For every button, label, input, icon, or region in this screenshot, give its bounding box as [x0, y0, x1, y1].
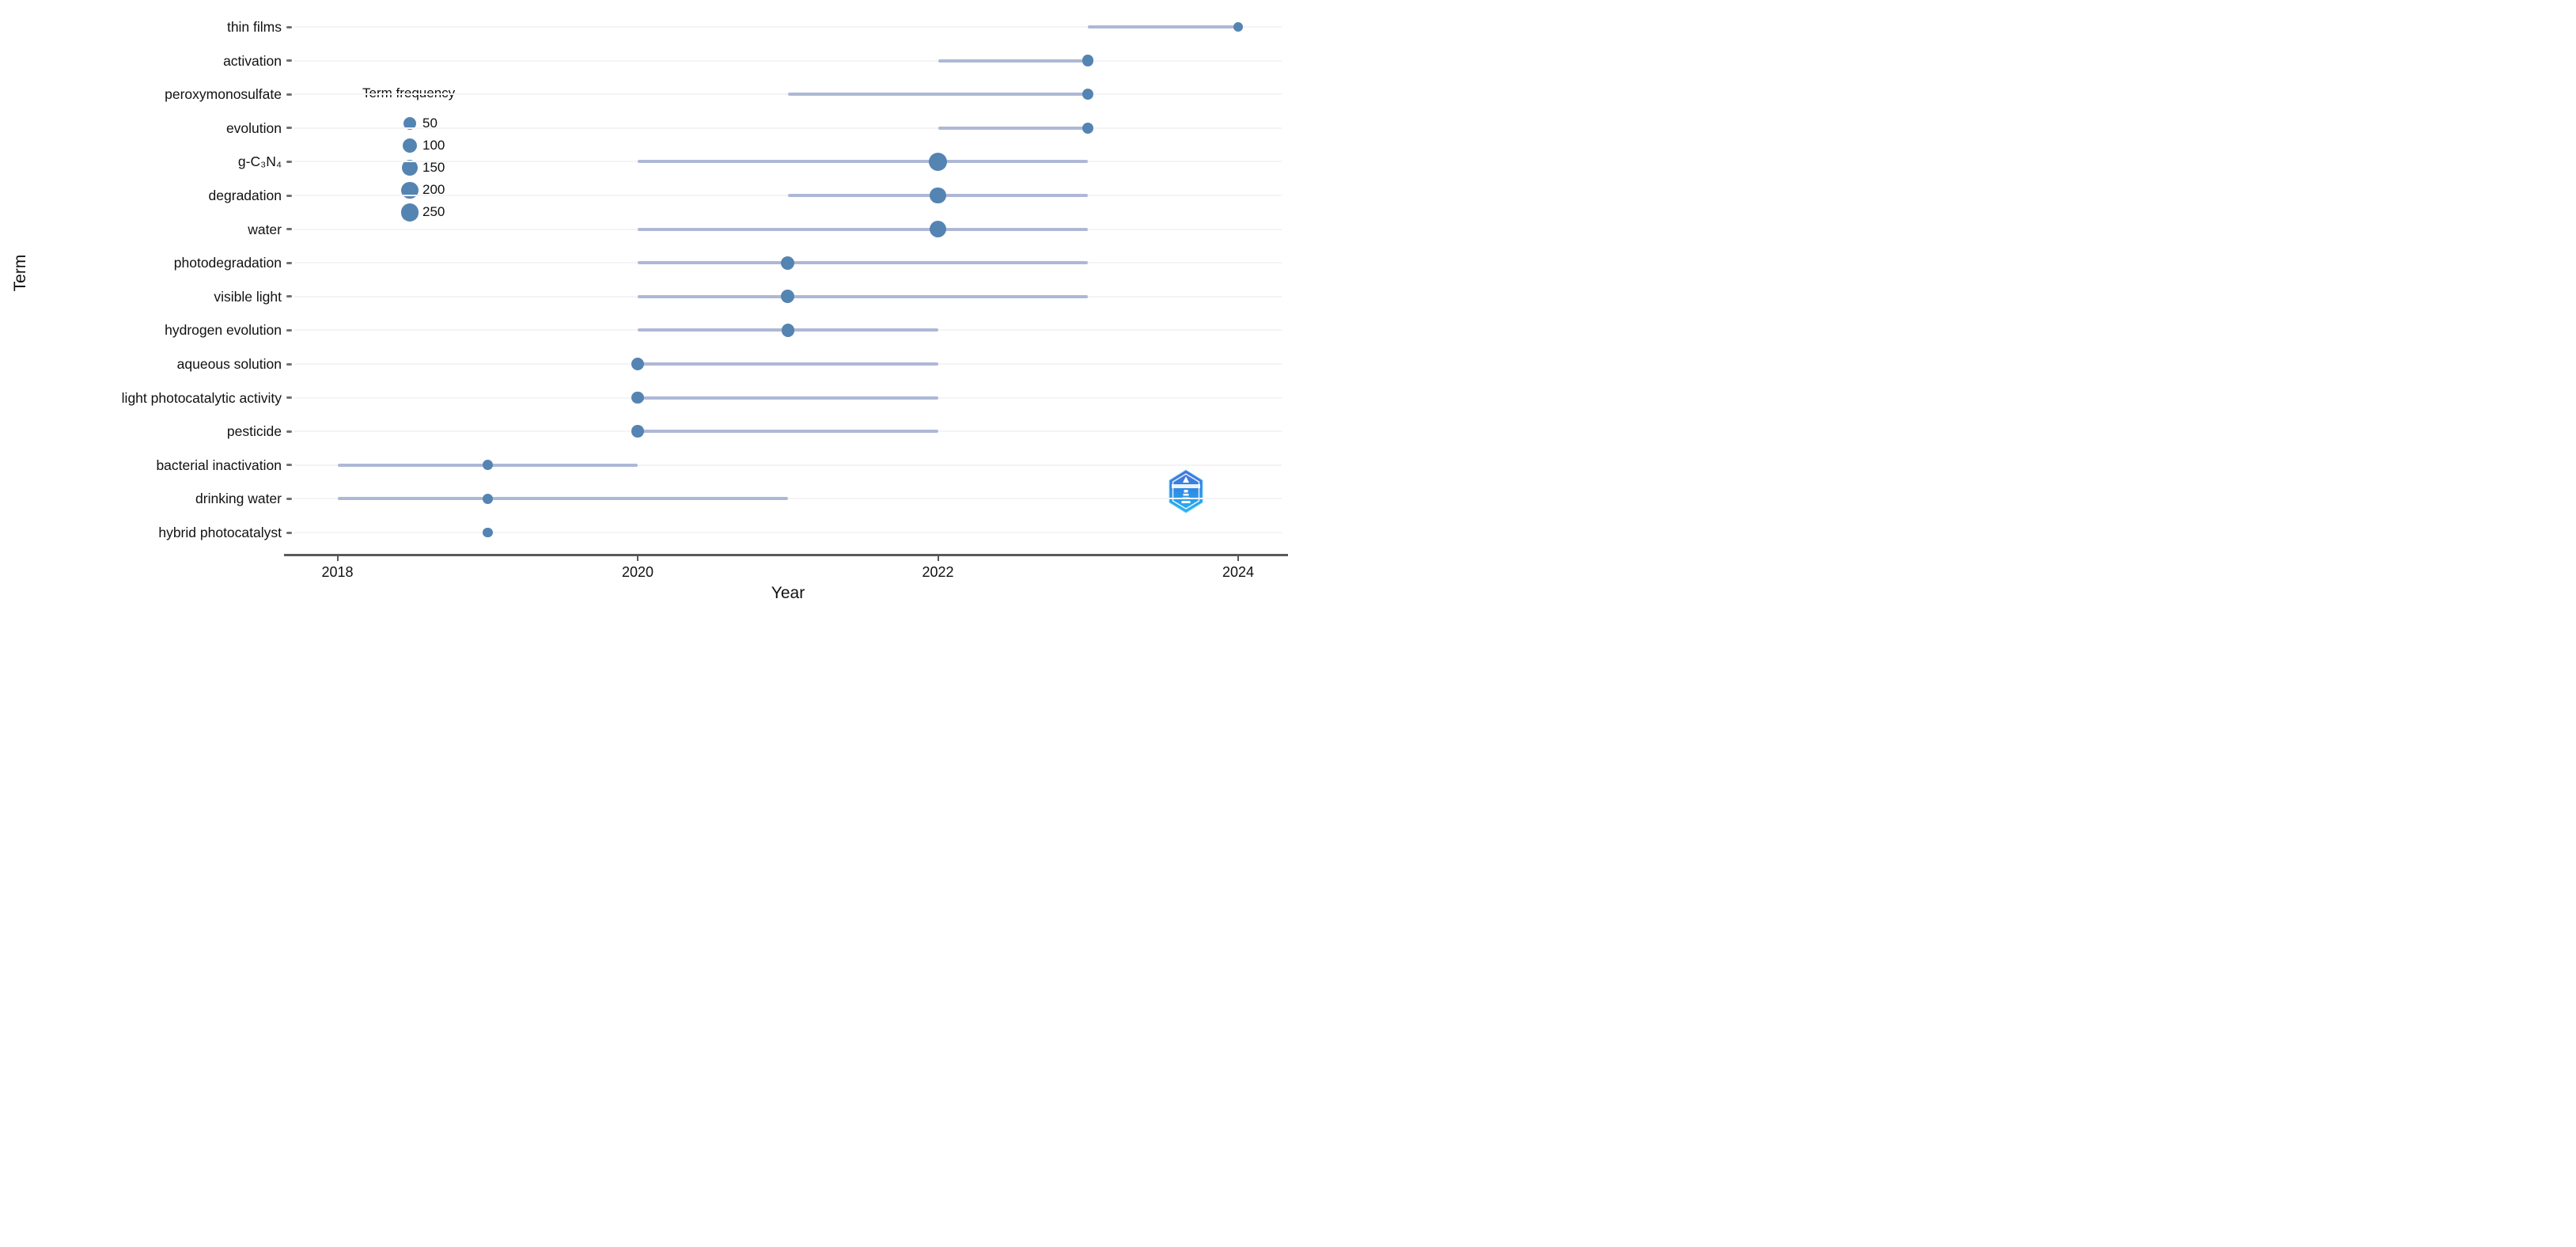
frequency-dot [781, 324, 794, 337]
term-label: water [248, 221, 282, 237]
frequency-dot [1082, 122, 1094, 135]
x-axis-tick [1237, 556, 1239, 561]
frequency-dot [1082, 88, 1094, 100]
y-axis-tick [286, 497, 292, 500]
legend-value-label: 50 [422, 116, 438, 131]
term-label: hybrid photocatalyst [158, 525, 282, 540]
y-axis-tick [286, 430, 292, 433]
term-label: aqueous solution [176, 356, 282, 372]
term-period-line [787, 93, 1089, 97]
legend-value-label: 100 [422, 138, 445, 154]
frequency-dot [930, 187, 946, 204]
term-label: evolution [225, 119, 282, 136]
term-label: bacterial inactivation [156, 457, 282, 473]
x-axis-tick-label: 2020 [621, 564, 654, 580]
lighthouse-badge-logo [1169, 469, 1203, 514]
term-period-line [638, 430, 938, 434]
term-period-line [638, 227, 1089, 231]
y-axis-tick [286, 160, 292, 163]
legend-value-label: 200 [422, 182, 445, 198]
y-axis-tick [286, 295, 292, 298]
term-period-line [638, 294, 1089, 298]
x-axis-tick [637, 556, 638, 561]
trend-topics-chart: Term Year Term frequency 50100150200250 … [0, 0, 1288, 624]
y-axis-tick [286, 261, 292, 264]
legend-bubble [402, 160, 418, 176]
x-axis-tick [937, 556, 939, 561]
term-label: peroxymonosulfate [165, 86, 282, 103]
y-axis-tick [286, 531, 292, 534]
legend: Term frequency 50 100 150 200 250 [348, 79, 522, 237]
term-label: drinking water [195, 491, 282, 507]
legend-bubble [401, 181, 419, 199]
x-axis-tick-label: 2022 [922, 564, 954, 580]
term-label: hydrogen evolution [165, 322, 282, 339]
legend-bubble [400, 203, 419, 222]
x-axis-title: Year [771, 584, 805, 602]
y-axis-tick [286, 362, 292, 366]
y-axis-tick [286, 228, 292, 231]
term-label: photodegradation [173, 255, 282, 271]
y-axis-tick [286, 93, 292, 96]
term-period-line [638, 261, 1089, 265]
x-axis-line [284, 554, 1288, 556]
term-label: activation [223, 52, 282, 69]
term-period-line [938, 59, 1089, 63]
row-gridline [294, 26, 1282, 28]
y-axis-tick [286, 25, 292, 28]
term-label: light photocatalytic activity [121, 389, 282, 406]
frequency-dot [928, 152, 948, 171]
x-axis-tick-label: 2018 [321, 564, 354, 580]
term-label: degradation [208, 188, 282, 203]
frequency-dot [631, 425, 644, 438]
row-gridline [294, 59, 1282, 62]
y-axis-tick [286, 127, 292, 130]
row-gridline [294, 498, 1282, 500]
frequency-dot [781, 256, 795, 270]
y-axis-tick [286, 396, 292, 400]
legend-items: 50 100 150 200 250 [348, 79, 522, 237]
frequency-dot [631, 391, 644, 404]
term-period-line [1088, 25, 1238, 28]
frequency-dot [930, 221, 946, 238]
frequency-dot [631, 357, 644, 370]
legend-value-label: 150 [422, 160, 445, 176]
frequency-dot [781, 290, 795, 304]
x-axis-tick-label: 2024 [1222, 564, 1255, 580]
frequency-dot [482, 527, 493, 538]
frequency-dot [1233, 21, 1244, 32]
term-label: g-C₃N₄ [237, 154, 282, 170]
y-axis-tick [286, 464, 292, 467]
legend-value-label: 250 [422, 204, 445, 220]
row-gridline [294, 127, 1282, 129]
term-period-line [638, 160, 1089, 164]
legend-bubble [402, 138, 418, 154]
term-period-line [938, 126, 1089, 130]
frequency-dot [482, 460, 493, 471]
term-label: visible light [214, 288, 282, 305]
y-axis-tick [286, 194, 292, 197]
legend-bubble [403, 116, 416, 130]
frequency-dot [1082, 55, 1094, 66]
frequency-dot [482, 493, 493, 505]
y-axis-tick [286, 328, 292, 332]
x-axis-tick [336, 556, 339, 561]
term-period-line [638, 362, 938, 366]
y-axis-tick [286, 59, 292, 63]
term-period-line [337, 497, 788, 501]
row-gridline [294, 464, 1282, 466]
term-label: thin films [226, 19, 282, 35]
row-gridline [294, 532, 1282, 533]
term-period-line [638, 396, 938, 400]
term-label: pesticide [226, 423, 282, 440]
legend-title: Term frequency [362, 85, 455, 101]
